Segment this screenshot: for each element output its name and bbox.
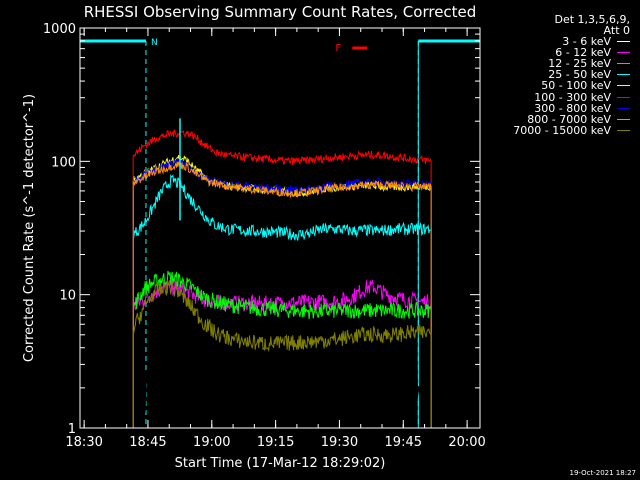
series-line (132, 161, 432, 428)
legend-label: 300 - 800 keV (534, 101, 611, 115)
series-line (132, 279, 432, 428)
x-tick-label: 20:00 (448, 435, 485, 450)
legend-item: 3 - 6 keV (513, 36, 630, 47)
flare-marker: F (335, 43, 368, 54)
legend-swatch (617, 52, 630, 54)
plot-frame (79, 27, 481, 429)
x-tick-label: 19:00 (193, 435, 230, 450)
night-marker (417, 39, 480, 428)
legend-item: 300 - 800 keV (513, 103, 630, 114)
legend-label: 12 - 25 keV (548, 57, 611, 71)
series-line (132, 129, 432, 428)
y-tick-label: 100 (51, 155, 76, 170)
legend-swatch (617, 129, 630, 131)
chart-title: RHESSI Observing Summary Count Rates, Co… (84, 3, 477, 21)
legend-item: 100 - 300 keV (513, 90, 630, 104)
legend-item: 7000 - 15000 keV (513, 125, 630, 136)
y-tick-label: 1 (68, 422, 76, 437)
legend: Det 1,3,5,6,9, Att 0 3 - 6 keV 6 - 12 keV… (513, 14, 630, 136)
night-label: N (151, 38, 158, 48)
x-axis-label: Start Time (17-Mar-12 18:29:02) (175, 456, 386, 471)
x-axis: 18:30 18:45 19:00 19:15 19:30 19:45 20:00 (65, 28, 486, 450)
y-axis-label: Corrected Count Rate (s^-1 detector^-1) (22, 94, 37, 362)
y-tick-label: 10 (59, 289, 76, 304)
legend-label: 7000 - 15000 keV (513, 123, 611, 137)
legend-swatch (617, 96, 630, 98)
legend-item: 800 - 7000 keV (513, 114, 630, 125)
legend-label: 50 - 100 keV (541, 79, 611, 93)
x-tick-label: 19:30 (321, 435, 358, 450)
legend-header-2: Att 0 (603, 24, 630, 37)
legend-label: 3 - 6 keV (562, 35, 611, 49)
y-tick-label: 1000 (43, 22, 76, 37)
legend-label: 6 - 12 keV (555, 46, 611, 60)
x-tick-label: 19:15 (257, 435, 294, 450)
legend-item: 12 - 25 keV (513, 58, 630, 69)
legend-item: 25 - 50 keV (513, 69, 630, 80)
generation-timestamp: 19-Oct-2021 18:27 (569, 469, 636, 477)
y-axis: 1 10 100 1000 (43, 22, 480, 437)
legend-label: 25 - 50 keV (548, 68, 611, 82)
legend-swatch (617, 118, 630, 120)
x-tick-label: 19:45 (385, 435, 422, 450)
legend-swatch (617, 63, 630, 65)
legend-item: 6 - 12 keV (513, 47, 630, 58)
night-marker: N (80, 38, 158, 428)
series-line (132, 270, 432, 428)
legend-rows: 3 - 6 keV 6 - 12 keV 12 - 25 keV 25 - 50 ke… (513, 36, 630, 136)
legend-swatch (617, 85, 630, 87)
series-line (132, 173, 432, 428)
x-tick-label: 18:30 (65, 435, 102, 450)
legend-header-1: Det 1,3,5,6,9, (554, 13, 630, 26)
legend-swatch (617, 41, 630, 43)
series-line (132, 306, 432, 430)
legend-item: 50 - 100 keV (513, 80, 630, 91)
x-tick-label: 18:45 (129, 435, 166, 450)
flare-label: F (335, 43, 341, 54)
legend-swatch (617, 74, 630, 76)
legend-swatch (617, 107, 630, 109)
legend-label: 100 - 300 keV (534, 90, 611, 104)
legend-label: 800 - 7000 keV (527, 112, 611, 126)
series-line (132, 279, 432, 428)
